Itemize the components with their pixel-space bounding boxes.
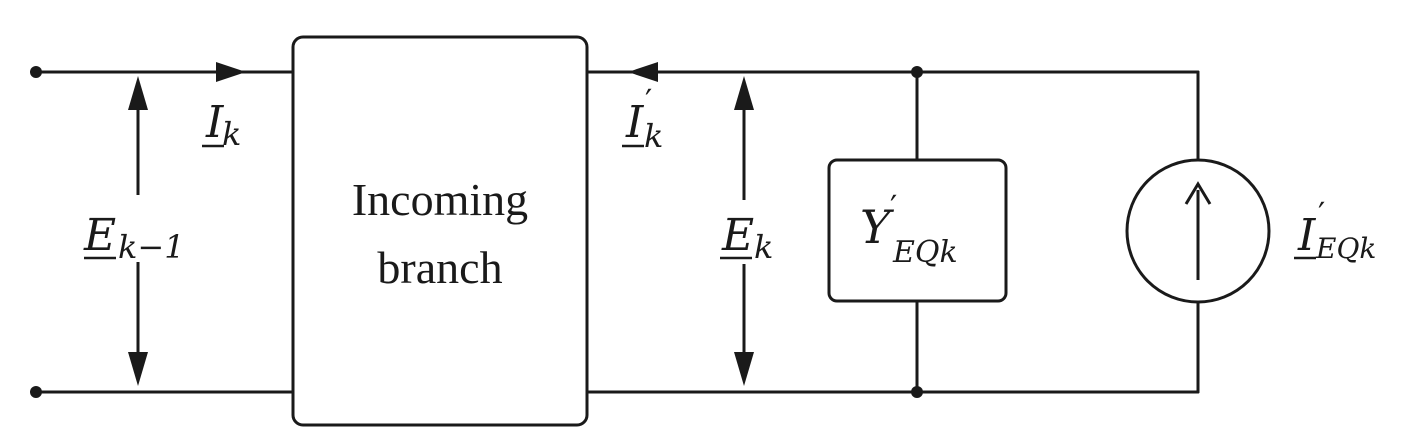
label-y-eq-k-prime: Y ′ EQk [860,188,958,270]
svg-text:′: ′ [890,188,897,226]
node-top [911,66,923,78]
label-i-eq-k-prime: I ′ EQk [1294,195,1376,265]
label-e-k: E k [720,210,773,266]
svg-text:′: ′ [645,82,652,120]
svg-text:EQk: EQk [1315,232,1376,265]
svg-text:E: E [83,210,116,261]
label-i-k-prime: I ′ k [622,82,663,155]
current-source-arrow-icon [1184,181,1212,280]
admittance-block [827,158,1008,303]
svg-text:E: E [721,210,754,261]
block-label-line1: Incoming [352,174,528,225]
svg-text:k: k [644,117,663,155]
voltage-arrow-e-k-minus-1 [128,76,148,386]
current-arrow-ik [216,62,246,82]
block-label-line2: branch [377,242,502,293]
voltage-arrow-e-k [734,76,754,386]
label-i-k: I k [202,97,241,153]
svg-text:Y: Y [860,200,895,254]
label-e-k-minus-1: E k−1 [83,210,185,266]
svg-text:I: I [625,97,645,148]
svg-text:k: k [222,115,241,153]
incoming-branch-block [291,35,589,427]
svg-text:′: ′ [1318,195,1325,233]
svg-text:I: I [205,97,225,148]
svg-text:EQk: EQk [892,235,958,270]
node-bottom [911,386,923,398]
svg-text:k: k [754,228,773,266]
svg-text:k−1: k−1 [118,228,185,266]
current-arrow-ik-prime [628,62,658,82]
svg-text:I: I [1297,210,1317,261]
